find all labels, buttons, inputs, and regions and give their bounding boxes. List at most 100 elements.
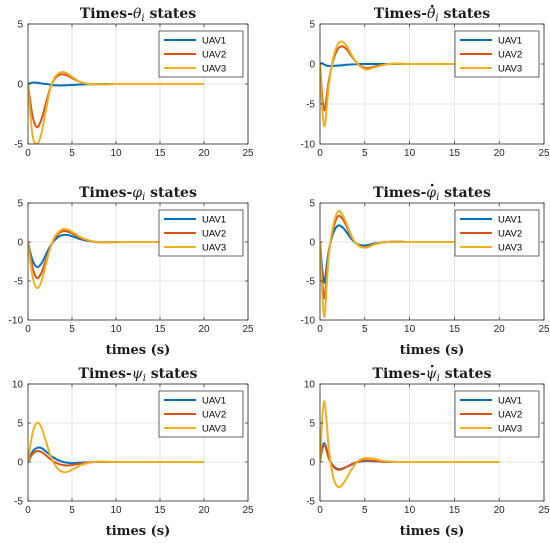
y-tick-label: -5 bbox=[14, 497, 23, 508]
legend-label: UAV2 bbox=[202, 229, 226, 240]
legend: UAV1 UAV2 UAV3 bbox=[158, 209, 244, 257]
y-tick-label: 5 bbox=[309, 199, 315, 210]
y-tick-label: 5 bbox=[309, 20, 315, 31]
x-tick-label: 0 bbox=[317, 505, 323, 516]
legend-label: UAV2 bbox=[202, 410, 226, 421]
x-tick-label: 0 bbox=[317, 148, 323, 159]
legend-label: UAV1 bbox=[498, 396, 522, 407]
x-tick-label: 25 bbox=[538, 324, 550, 335]
x-tick-label: 25 bbox=[242, 324, 254, 335]
title-symbol: θ bbox=[427, 6, 436, 22]
y-tick-label: 10 bbox=[304, 380, 316, 391]
title-suffix: states bbox=[146, 366, 198, 382]
x-tick-label: 10 bbox=[404, 505, 416, 516]
x-tick-label: 5 bbox=[362, 505, 368, 516]
x-tick-label: 25 bbox=[242, 505, 254, 516]
y-tick-label: 5 bbox=[309, 419, 315, 430]
legend: UAV1 UAV2 UAV3 bbox=[454, 209, 540, 257]
series-line-uav3 bbox=[320, 40, 500, 128]
legend-label: UAV1 bbox=[202, 396, 226, 407]
legend: UAV1 UAV2 UAV3 bbox=[158, 30, 244, 78]
y-tick-label: -10 bbox=[9, 316, 24, 327]
legend-label: UAV2 bbox=[498, 50, 522, 61]
chart-title: Times-ψi states bbox=[79, 366, 198, 384]
title-subscript: i bbox=[436, 192, 439, 203]
legend-label: UAV2 bbox=[498, 410, 522, 421]
legend: UAV1 UAV2 UAV3 bbox=[158, 390, 244, 438]
series-group bbox=[320, 400, 500, 489]
y-tick-label: 0 bbox=[17, 458, 23, 469]
title-prefix: Times- bbox=[79, 185, 132, 201]
x-tick-label: 10 bbox=[110, 505, 122, 516]
title-suffix: states bbox=[145, 6, 197, 22]
legend-label: UAV3 bbox=[202, 424, 226, 435]
x-tick-label: 15 bbox=[449, 324, 461, 335]
legend: UAV1 UAV2 UAV3 bbox=[454, 30, 540, 78]
x-axis-label: times (s) bbox=[400, 524, 464, 539]
x-axis-label: times (s) bbox=[106, 343, 170, 358]
title-prefix: Times- bbox=[373, 185, 426, 201]
derivative-dot bbox=[430, 183, 434, 187]
derivative-dot bbox=[430, 4, 434, 8]
x-tick-label: 10 bbox=[110, 148, 122, 159]
series-group bbox=[28, 70, 204, 144]
legend-label: UAV3 bbox=[202, 64, 226, 75]
x-axis-label: times (s) bbox=[106, 524, 170, 539]
y-tick-label: -5 bbox=[14, 140, 23, 151]
subplot-4: 0 5 10 15 20 25 -10 -5 0 5 Times-φi states times (s… bbox=[301, 183, 550, 358]
axes-box bbox=[319, 202, 545, 321]
series-line-uav3 bbox=[28, 70, 204, 144]
x-tick-label: 0 bbox=[25, 148, 31, 159]
title-subscript: i bbox=[143, 373, 146, 384]
axes-box bbox=[319, 383, 545, 502]
series-group bbox=[28, 421, 204, 474]
title-symbol: ψ bbox=[132, 366, 144, 382]
x-tick-label: 15 bbox=[449, 148, 461, 159]
title-symbol: φ bbox=[426, 185, 436, 201]
x-tick-label: 5 bbox=[69, 505, 75, 516]
chart-title: Times-θi states bbox=[80, 6, 196, 24]
x-tick-label: 20 bbox=[198, 148, 210, 159]
legend-label: UAV1 bbox=[202, 36, 226, 47]
title-subscript: i bbox=[142, 192, 145, 203]
y-tick-label: 5 bbox=[17, 20, 23, 31]
chart-title: Times-ψi states bbox=[373, 366, 492, 384]
title-symbol: θ bbox=[133, 6, 142, 22]
title-suffix: states bbox=[439, 6, 491, 22]
x-tick-label: 15 bbox=[449, 505, 461, 516]
title-subscript: i bbox=[141, 13, 144, 24]
legend-label: UAV3 bbox=[498, 64, 522, 75]
legend: UAV1 UAV2 UAV3 bbox=[454, 390, 540, 438]
title-prefix: Times- bbox=[80, 6, 133, 22]
x-tick-label: 0 bbox=[25, 324, 31, 335]
legend-label: UAV3 bbox=[498, 424, 522, 435]
y-tick-label: 0 bbox=[309, 238, 315, 249]
y-tick-label: -5 bbox=[306, 497, 315, 508]
title-symbol: ψ bbox=[426, 366, 438, 382]
chart-title: Times-φi states bbox=[373, 185, 491, 203]
y-tick-label: -10 bbox=[301, 316, 316, 327]
y-tick-label: -5 bbox=[306, 100, 315, 111]
y-tick-label: 0 bbox=[17, 80, 23, 91]
legend-label: UAV3 bbox=[202, 243, 226, 254]
x-tick-label: 20 bbox=[198, 505, 210, 516]
axes-box bbox=[319, 23, 545, 145]
x-tick-label: 15 bbox=[154, 148, 166, 159]
x-tick-label: 0 bbox=[317, 324, 323, 335]
x-tick-label: 25 bbox=[242, 148, 254, 159]
x-tick-label: 5 bbox=[69, 324, 75, 335]
x-tick-label: 10 bbox=[404, 324, 416, 335]
title-prefix: Times- bbox=[373, 366, 426, 382]
series-line-uav3 bbox=[28, 421, 204, 474]
legend-label: UAV1 bbox=[498, 215, 522, 226]
title-suffix: states bbox=[440, 366, 492, 382]
legend-label: UAV2 bbox=[202, 50, 226, 61]
title-symbol: φ bbox=[132, 185, 142, 201]
series-line-uav3 bbox=[320, 210, 500, 318]
subplot-3: 0 5 10 15 20 25 -10 -5 0 5 Times-φi states times (s… bbox=[9, 185, 254, 358]
chart-title: Times-θi states bbox=[374, 6, 490, 24]
y-tick-label: -10 bbox=[301, 140, 316, 151]
x-tick-label: 5 bbox=[362, 148, 368, 159]
